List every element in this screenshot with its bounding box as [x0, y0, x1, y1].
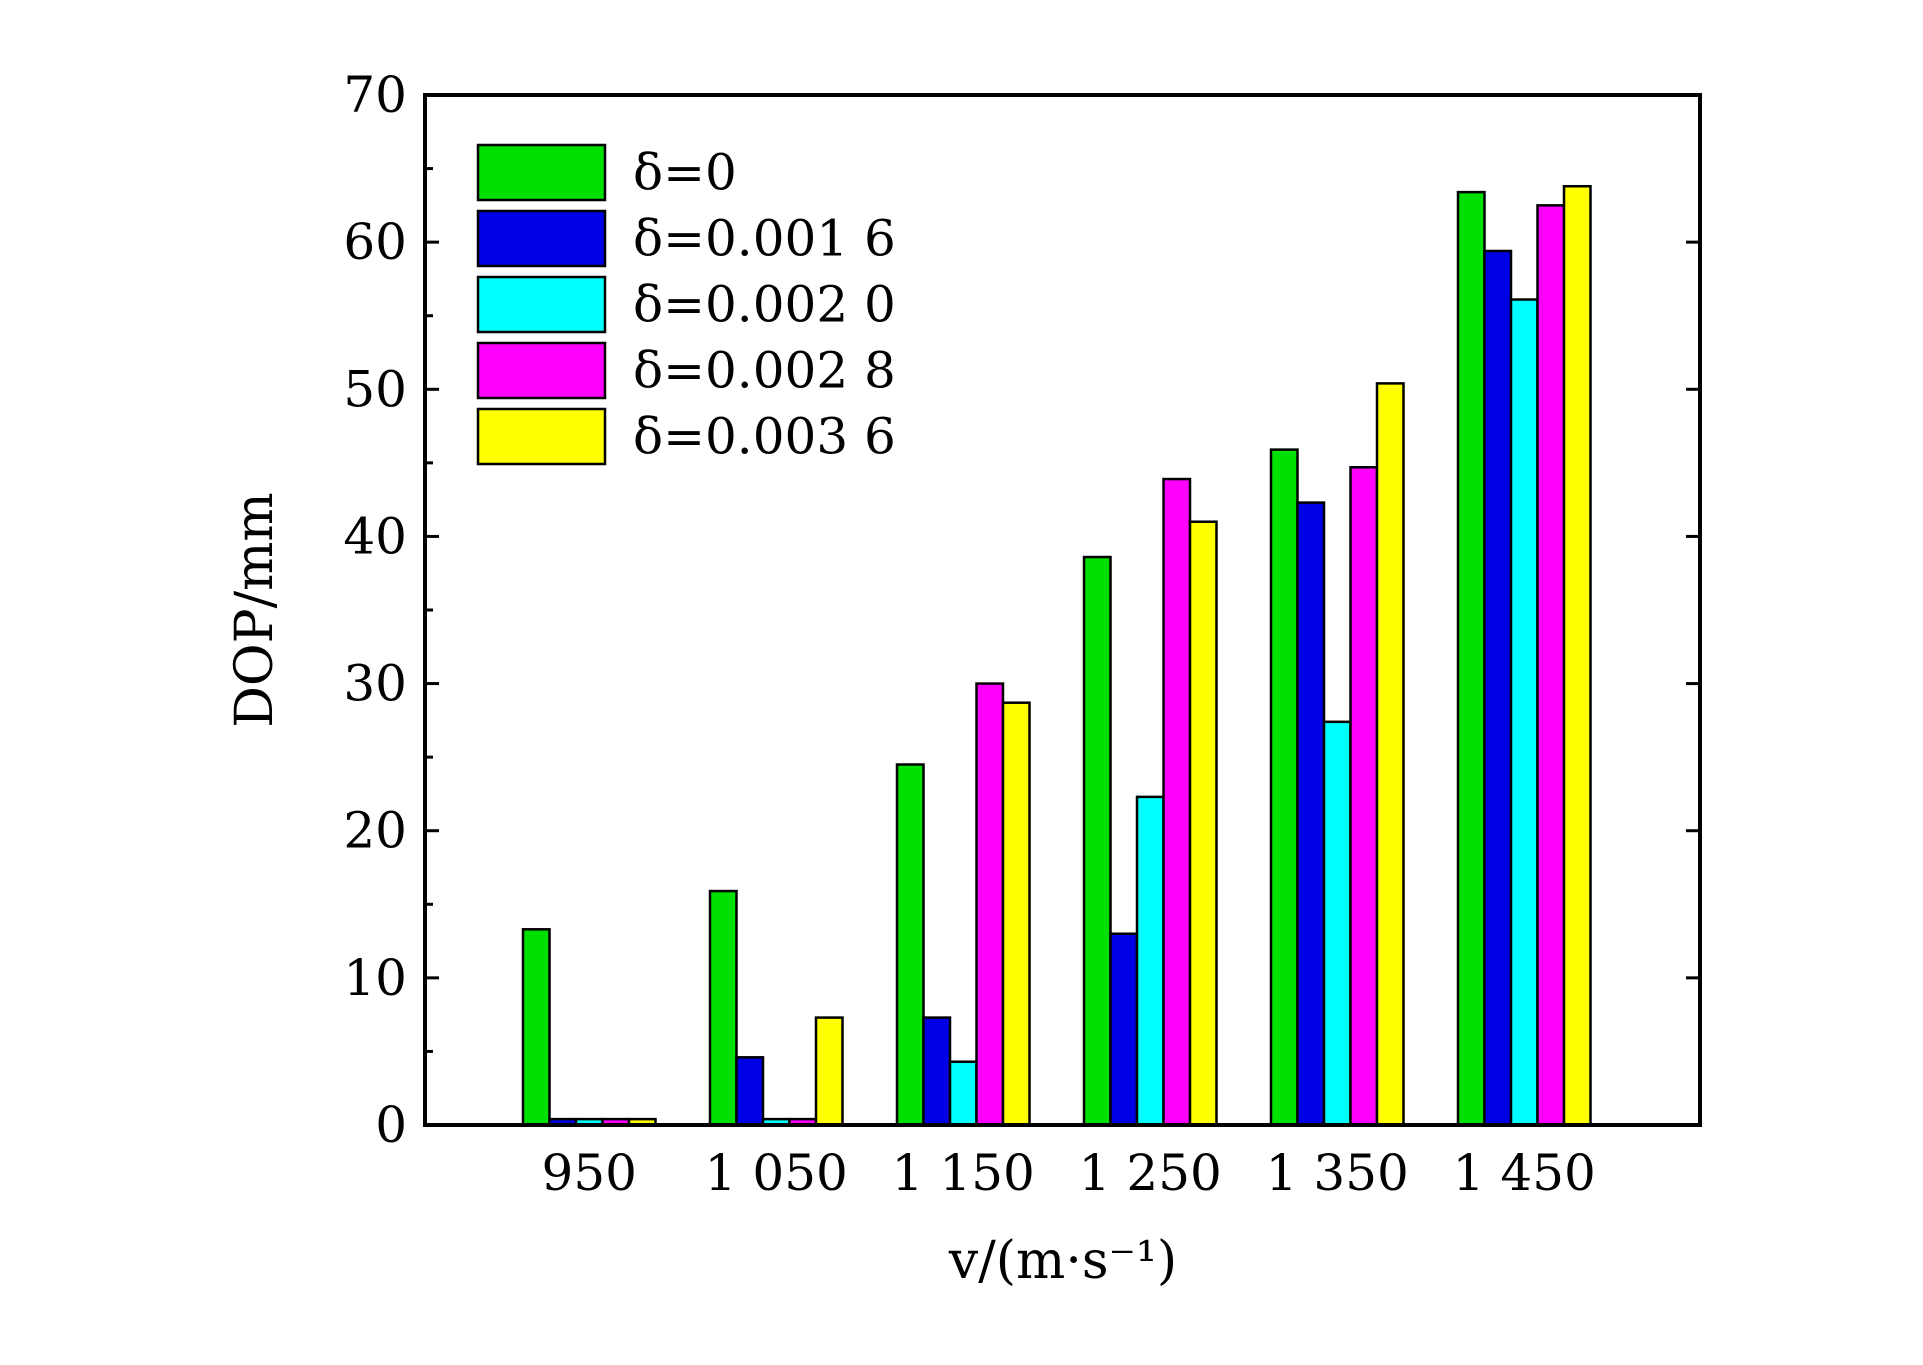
legend-swatch [476, 143, 607, 202]
y-tick-label: 0 [375, 1096, 407, 1154]
x-axis-label: v/(m·s⁻¹) [948, 1231, 1177, 1291]
y-tick-label: 40 [343, 507, 407, 565]
bar [1483, 249, 1513, 1127]
legend-label: δ=0 [633, 144, 737, 202]
bar [1562, 184, 1592, 1127]
bar [1536, 204, 1566, 1127]
bar [1001, 701, 1031, 1127]
plot-frame [423, 93, 1702, 1127]
y-tick-label: 30 [343, 655, 407, 713]
y-tick-label: 50 [343, 360, 407, 418]
legend-swatch [476, 209, 607, 268]
x-tick-label: 1 150 [892, 1144, 1035, 1202]
bar [1269, 448, 1299, 1127]
bar [1162, 477, 1192, 1127]
bar [1349, 466, 1379, 1127]
legend-label: δ=0.002 0 [633, 276, 896, 334]
bar [1135, 795, 1165, 1127]
y-axis-ticks: 0 10 20 30 40 50 60 70 [343, 66, 1700, 1154]
bar [1109, 932, 1139, 1127]
legend: δ=0 δ=0.001 6 δ=0.002 0 δ=0.002 8 δ=0.003 6 [476, 143, 896, 466]
bar [1296, 501, 1326, 1127]
x-tick-label: 1 050 [705, 1144, 848, 1202]
bar [922, 1016, 952, 1127]
legend-label: δ=0.003 6 [633, 408, 896, 466]
legend-label: δ=0.002 8 [633, 342, 896, 400]
x-tick-label: 950 [542, 1144, 637, 1202]
legend-swatch [476, 407, 607, 466]
bar [1082, 555, 1112, 1127]
x-tick-label: 1 250 [1079, 1144, 1222, 1202]
bar [975, 682, 1005, 1127]
bar [948, 1060, 978, 1127]
bar [1375, 382, 1405, 1127]
bar [521, 928, 551, 1127]
y-axis-label: DOP/mm [225, 492, 285, 727]
bars [521, 184, 1592, 1127]
x-tick-label: 1 450 [1453, 1144, 1596, 1202]
bar [708, 889, 738, 1127]
legend-label: δ=0.001 6 [633, 210, 896, 268]
y-tick-label: 60 [343, 213, 407, 271]
bar [735, 1056, 765, 1127]
bar [1509, 298, 1539, 1127]
y-tick-label: 10 [343, 949, 407, 1007]
bar [1456, 190, 1486, 1127]
x-axis-ticks: 950 1 050 1 150 1 250 1 350 1 450 [542, 1144, 1596, 1202]
bar [1322, 720, 1352, 1127]
x-tick-label: 1 350 [1266, 1144, 1409, 1202]
legend-swatch [476, 275, 607, 334]
y-tick-label: 20 [343, 802, 407, 860]
bar [895, 763, 925, 1127]
bar [814, 1016, 844, 1127]
y-tick-label: 70 [343, 66, 407, 124]
legend-swatch [476, 341, 607, 400]
bar [1188, 520, 1218, 1127]
